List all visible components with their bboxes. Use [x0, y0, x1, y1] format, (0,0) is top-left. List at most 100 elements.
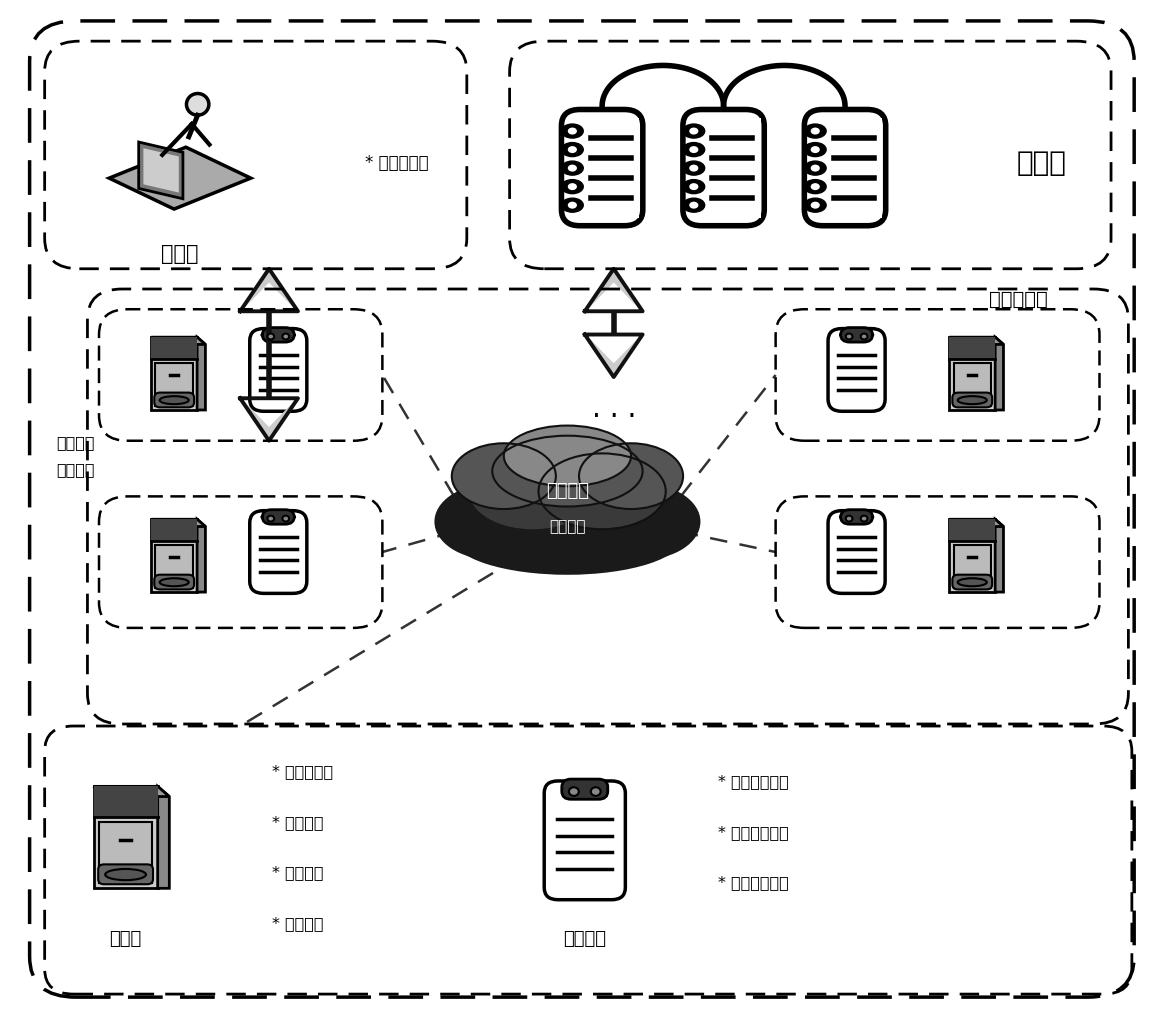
Polygon shape [950, 337, 1004, 344]
Ellipse shape [567, 164, 577, 171]
Ellipse shape [958, 396, 987, 404]
Ellipse shape [683, 124, 705, 138]
Ellipse shape [689, 128, 698, 135]
Ellipse shape [845, 333, 852, 339]
FancyBboxPatch shape [154, 393, 195, 407]
Text: 审计者: 审计者 [161, 243, 199, 263]
Polygon shape [197, 520, 205, 592]
Ellipse shape [811, 164, 820, 171]
Ellipse shape [805, 179, 826, 193]
Polygon shape [94, 786, 169, 796]
Ellipse shape [689, 202, 698, 209]
Polygon shape [995, 337, 1004, 410]
Ellipse shape [860, 333, 867, 339]
Ellipse shape [452, 499, 683, 574]
Ellipse shape [434, 484, 550, 559]
Ellipse shape [579, 444, 683, 509]
Text: 服务器: 服务器 [110, 931, 141, 948]
Ellipse shape [562, 179, 584, 193]
Text: 区块链: 区块链 [1017, 149, 1067, 176]
Ellipse shape [492, 436, 643, 506]
Ellipse shape [452, 444, 556, 509]
FancyBboxPatch shape [544, 781, 625, 900]
FancyBboxPatch shape [250, 328, 307, 411]
FancyBboxPatch shape [950, 337, 995, 359]
FancyBboxPatch shape [952, 393, 992, 407]
Ellipse shape [683, 179, 705, 193]
FancyBboxPatch shape [562, 109, 643, 226]
FancyBboxPatch shape [98, 864, 153, 884]
Ellipse shape [683, 161, 705, 175]
Polygon shape [995, 520, 1004, 592]
FancyBboxPatch shape [262, 327, 294, 342]
Ellipse shape [283, 333, 290, 339]
Polygon shape [585, 268, 643, 311]
Text: 服务器集群: 服务器集群 [989, 290, 1048, 309]
Polygon shape [144, 148, 178, 192]
FancyBboxPatch shape [94, 786, 157, 888]
Polygon shape [152, 520, 205, 527]
Ellipse shape [569, 787, 579, 796]
Polygon shape [139, 142, 183, 199]
Text: * 状态生成: * 状态生成 [272, 814, 324, 830]
FancyBboxPatch shape [950, 520, 995, 592]
Ellipse shape [683, 143, 705, 157]
FancyBboxPatch shape [841, 327, 873, 342]
Polygon shape [197, 337, 205, 410]
Ellipse shape [567, 202, 577, 209]
Polygon shape [152, 337, 205, 344]
Ellipse shape [562, 161, 584, 175]
Ellipse shape [805, 199, 826, 212]
Ellipse shape [186, 93, 208, 115]
Text: 高效多方: 高效多方 [545, 482, 589, 500]
Polygon shape [585, 334, 643, 377]
Text: · · ·: · · · [592, 403, 636, 432]
Ellipse shape [562, 143, 584, 157]
FancyBboxPatch shape [100, 822, 152, 883]
FancyBboxPatch shape [953, 545, 991, 589]
Ellipse shape [591, 787, 601, 796]
Ellipse shape [805, 124, 826, 138]
FancyBboxPatch shape [828, 511, 885, 594]
Ellipse shape [585, 484, 701, 559]
Ellipse shape [267, 333, 274, 339]
Ellipse shape [811, 202, 820, 209]
FancyBboxPatch shape [155, 363, 193, 406]
Ellipse shape [805, 161, 826, 175]
Polygon shape [240, 398, 298, 441]
Text: 请求进行
日志审计: 请求进行 日志审计 [57, 435, 95, 477]
FancyBboxPatch shape [152, 337, 197, 410]
Ellipse shape [562, 124, 584, 138]
Ellipse shape [683, 199, 705, 212]
Text: * 完整性审计: * 完整性审计 [365, 154, 428, 171]
FancyBboxPatch shape [152, 520, 197, 592]
Text: 计算协议: 计算协议 [549, 520, 586, 534]
FancyBboxPatch shape [828, 328, 885, 411]
Text: * 状态确认: * 状态确认 [272, 865, 324, 880]
Ellipse shape [958, 578, 987, 587]
Polygon shape [109, 147, 251, 209]
Ellipse shape [567, 128, 577, 135]
Polygon shape [950, 520, 1004, 527]
FancyBboxPatch shape [706, 118, 761, 218]
Ellipse shape [283, 516, 290, 522]
Text: * 本地日志状态: * 本地日志状态 [718, 825, 789, 840]
Polygon shape [157, 786, 169, 888]
FancyBboxPatch shape [805, 109, 886, 226]
FancyBboxPatch shape [152, 520, 197, 541]
Ellipse shape [805, 143, 826, 157]
Ellipse shape [811, 128, 820, 135]
Ellipse shape [504, 425, 631, 486]
Ellipse shape [811, 146, 820, 153]
FancyBboxPatch shape [94, 786, 157, 816]
Polygon shape [240, 268, 298, 311]
FancyBboxPatch shape [952, 574, 992, 590]
Ellipse shape [160, 578, 189, 587]
Ellipse shape [845, 516, 852, 522]
Ellipse shape [860, 516, 867, 522]
Ellipse shape [689, 183, 698, 190]
FancyBboxPatch shape [262, 510, 294, 524]
FancyBboxPatch shape [585, 118, 639, 218]
FancyBboxPatch shape [841, 510, 873, 524]
FancyBboxPatch shape [152, 337, 197, 359]
